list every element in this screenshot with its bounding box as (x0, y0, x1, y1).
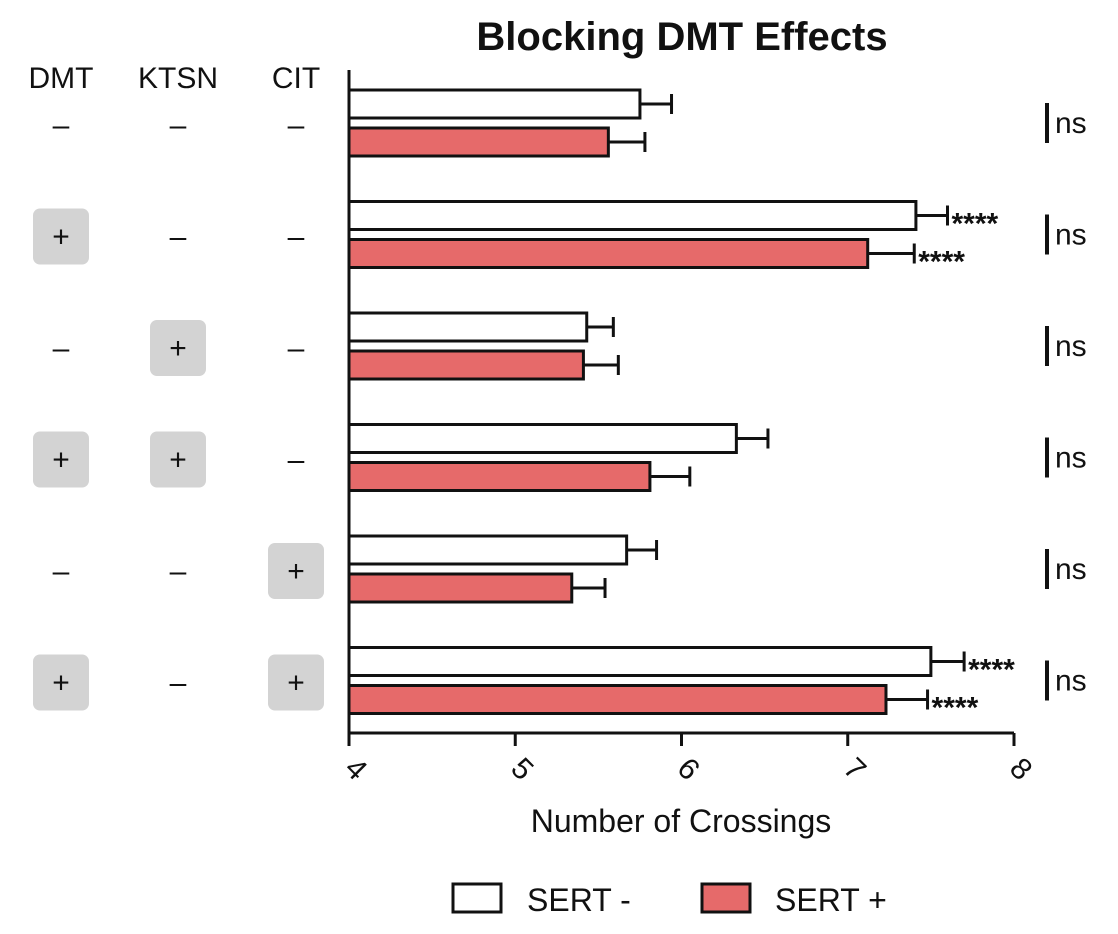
chart-title: Blocking DMT Effects (476, 15, 887, 59)
legend-swatch-sert-minus (451, 882, 503, 914)
x-tick-label-0: 4 (338, 752, 373, 787)
condition-symbol-0-2: – (288, 109, 305, 142)
condition-box-3-1 (150, 431, 206, 488)
condition-symbol-1-0: + (52, 221, 70, 254)
bar-sert-minus-0 (347, 88, 642, 120)
bar-sert-minus-1 (347, 200, 918, 231)
bar-sert-plus-5 (347, 684, 888, 715)
bar-sert-plus-4 (347, 572, 574, 604)
error-bar-group (571, 94, 966, 710)
condition-symbol-3-1: + (169, 444, 187, 477)
bar-sert-plus-1 (347, 238, 870, 269)
condition-headers: DMT KTSN CIT (29, 62, 321, 95)
condition-box-5-0 (33, 654, 89, 711)
condition-grid: – – – + – – – + – + + – – – + + – + (33, 109, 324, 711)
header-ktsn: KTSN (138, 62, 218, 95)
x-tick-label-4: 8 (1003, 752, 1038, 787)
condition-symbol-1-1: – (170, 221, 187, 254)
x-axis-label: Number of Crossings (531, 803, 832, 839)
bar-sert-minus-3 (347, 423, 738, 454)
annotation-group: **** **** **** **** ns ns ns ns ns ns (918, 103, 1087, 725)
x-tick-label-3: 7 (837, 752, 872, 787)
x-tick-label-2: 6 (671, 752, 706, 787)
comparison-label-1: ns (1055, 219, 1087, 252)
condition-symbol-4-2: + (287, 555, 305, 588)
condition-symbol-3-0: + (52, 444, 70, 477)
condition-symbol-0-0: – (53, 109, 70, 142)
significance-label-0-5: **** (968, 654, 1015, 687)
condition-symbol-5-2: + (287, 667, 305, 700)
significance-label-1-1: **** (918, 246, 965, 279)
condition-symbol-2-2: – (288, 332, 305, 365)
bar-sert-plus-0 (347, 126, 610, 158)
significance-label-0-1: **** (952, 208, 999, 241)
significance-label-1-5: **** (932, 692, 979, 725)
comparison-label-4: ns (1055, 553, 1087, 586)
legend-swatch-sert-plus (700, 882, 752, 914)
condition-symbol-0-1: – (170, 109, 187, 142)
condition-box-4-2 (268, 543, 324, 599)
condition-symbol-4-0: – (53, 555, 70, 588)
condition-symbol-3-2: – (288, 444, 305, 477)
legend: SERT - SERT + (451, 882, 887, 918)
x-axis-ticks: 4 5 6 7 8 (338, 733, 1038, 787)
comparison-label-5: ns (1055, 665, 1087, 698)
condition-symbol-5-0: + (52, 667, 70, 700)
header-dmt: DMT (29, 62, 94, 95)
condition-symbol-2-1: + (169, 332, 187, 365)
legend-label-sert-plus: SERT + (775, 882, 887, 918)
condition-box-3-0 (33, 431, 89, 488)
header-cit: CIT (272, 62, 320, 95)
condition-box-1-0 (33, 208, 89, 265)
bar-sert-minus-4 (347, 534, 629, 566)
condition-symbol-2-0: – (53, 332, 70, 365)
x-tick-label-1: 5 (504, 752, 539, 787)
bar-sert-plus-3 (347, 461, 652, 492)
bar-sert-minus-5 (347, 646, 933, 677)
comparison-label-0: ns (1055, 107, 1087, 140)
condition-symbol-1-2: – (288, 221, 305, 254)
condition-symbol-4-1: – (170, 555, 187, 588)
legend-label-sert-minus: SERT - (527, 882, 631, 918)
condition-symbol-5-1: – (170, 667, 187, 700)
condition-box-2-1 (150, 320, 206, 376)
bar-sert-minus-2 (347, 311, 589, 343)
comparison-label-3: ns (1055, 442, 1087, 475)
bar-sert-plus-2 (347, 349, 585, 381)
comparison-label-2: ns (1055, 330, 1087, 363)
condition-box-5-2 (268, 654, 324, 711)
bar-group (347, 88, 933, 715)
